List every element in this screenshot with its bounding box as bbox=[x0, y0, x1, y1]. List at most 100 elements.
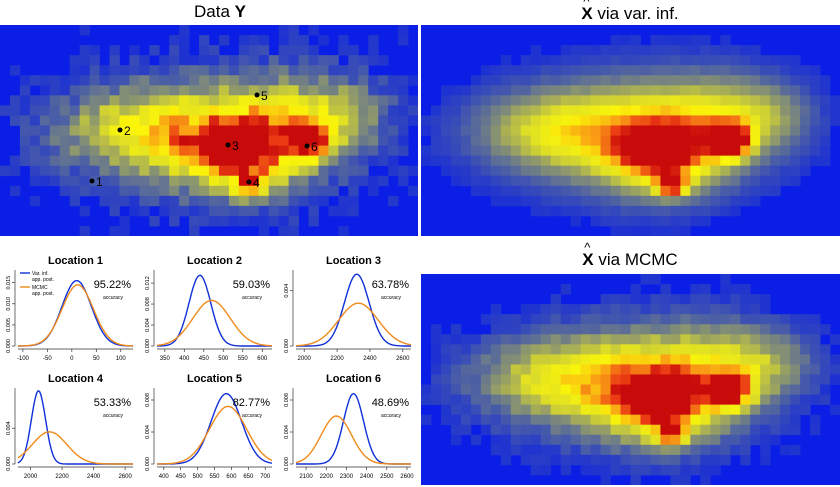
heat-cell bbox=[9, 65, 21, 76]
heat-cell bbox=[169, 185, 180, 197]
heat-cell bbox=[430, 374, 442, 385]
heat-cell bbox=[29, 175, 41, 187]
heat-cell bbox=[540, 374, 552, 385]
heat-cell bbox=[640, 55, 651, 66]
heat-cell bbox=[620, 195, 631, 207]
heat-cell bbox=[550, 55, 562, 66]
heat-cell bbox=[209, 215, 220, 227]
heat-cell bbox=[209, 165, 220, 177]
heat-cell bbox=[169, 205, 180, 217]
heat-cell bbox=[520, 175, 532, 187]
heat-cell bbox=[810, 85, 821, 96]
heat-cell bbox=[610, 454, 621, 466]
heat-cell bbox=[680, 434, 691, 446]
heat-cell bbox=[760, 185, 771, 197]
heat-cell bbox=[39, 175, 51, 187]
heat-cell bbox=[640, 424, 651, 436]
heat-cell bbox=[388, 95, 399, 106]
heat-cell bbox=[540, 354, 552, 365]
location-marker-label-2: 2 bbox=[124, 124, 131, 138]
heat-cell bbox=[560, 424, 572, 436]
heat-cell bbox=[530, 145, 542, 157]
heat-cell bbox=[560, 444, 572, 456]
heat-cell bbox=[59, 95, 71, 106]
heat-cell bbox=[570, 75, 582, 86]
heat-cell bbox=[600, 175, 611, 187]
heat-cell bbox=[39, 125, 51, 136]
heat-cell bbox=[700, 215, 711, 227]
heat-cell bbox=[570, 324, 582, 335]
heat-cell bbox=[199, 215, 210, 227]
y-tick-label: 0.004 bbox=[284, 425, 290, 439]
heat-cell bbox=[338, 45, 349, 56]
heat-cell bbox=[560, 354, 572, 365]
heat-cell bbox=[19, 105, 31, 116]
heat-cell bbox=[480, 364, 492, 375]
heat-cell bbox=[790, 394, 801, 406]
heat-cell bbox=[258, 175, 270, 187]
heat-cell bbox=[710, 454, 721, 466]
heat-cell bbox=[550, 374, 562, 385]
heat-cell bbox=[650, 274, 661, 285]
heat-cell bbox=[0, 105, 11, 116]
heat-cell bbox=[790, 424, 801, 436]
heat-cell bbox=[740, 115, 751, 126]
heat-cell bbox=[750, 294, 761, 305]
heat-cell bbox=[730, 195, 741, 207]
heat-cell bbox=[670, 414, 681, 426]
heat-cell bbox=[560, 125, 572, 136]
heat-cell bbox=[620, 324, 631, 335]
heat-cell bbox=[268, 195, 280, 207]
heat-cell bbox=[800, 324, 811, 335]
data-y-heatmap bbox=[0, 25, 418, 236]
heat-cell bbox=[810, 75, 821, 86]
heat-cell bbox=[278, 145, 290, 157]
heat-cell bbox=[700, 205, 711, 217]
heat-cell bbox=[620, 215, 631, 227]
heat-cell bbox=[288, 205, 299, 217]
heat-cell bbox=[590, 85, 601, 96]
heat-cell bbox=[800, 95, 811, 106]
heat-cell bbox=[238, 135, 250, 146]
heat-cell bbox=[288, 115, 299, 126]
heat-cell bbox=[630, 304, 641, 315]
heat-cell bbox=[388, 85, 399, 96]
heat-cell bbox=[368, 35, 379, 46]
heat-cell bbox=[800, 65, 811, 76]
heat-cell bbox=[348, 165, 359, 177]
heat-cell bbox=[238, 65, 250, 76]
heat-cell bbox=[530, 414, 542, 426]
heat-cell bbox=[610, 324, 621, 335]
heat-cell bbox=[630, 35, 641, 46]
heat-cell bbox=[470, 364, 482, 375]
y-tick-label: 0.008 bbox=[145, 297, 151, 311]
heat-cell bbox=[660, 125, 671, 136]
heat-cell bbox=[570, 215, 582, 227]
heat-cell bbox=[9, 185, 21, 197]
heat-cell bbox=[430, 125, 442, 136]
y-tick-label: 0.000 bbox=[6, 339, 12, 353]
heat-cell bbox=[730, 145, 741, 157]
heat-cell bbox=[520, 85, 532, 96]
heat-cell bbox=[750, 145, 761, 157]
mcmc-title-suffix: via MCMC bbox=[593, 250, 678, 269]
heat-cell bbox=[610, 185, 621, 197]
heat-cell bbox=[119, 145, 130, 157]
heat-cell bbox=[129, 85, 140, 96]
heat-cell bbox=[590, 185, 601, 197]
heat-cell bbox=[248, 55, 260, 66]
plot-title: Location 6 bbox=[326, 373, 381, 385]
heat-cell bbox=[228, 165, 240, 177]
heat-cell bbox=[770, 334, 781, 345]
heat-cell bbox=[810, 155, 821, 167]
heat-cell bbox=[278, 55, 290, 66]
heat-cell bbox=[99, 95, 110, 106]
heat-cell bbox=[690, 95, 701, 106]
accuracy-value: 48.69% bbox=[372, 397, 410, 409]
heat-cell bbox=[650, 314, 661, 325]
heat-cell bbox=[730, 95, 741, 106]
heat-cell bbox=[480, 75, 492, 86]
heat-cell bbox=[820, 145, 831, 157]
heat-cell bbox=[69, 145, 81, 157]
